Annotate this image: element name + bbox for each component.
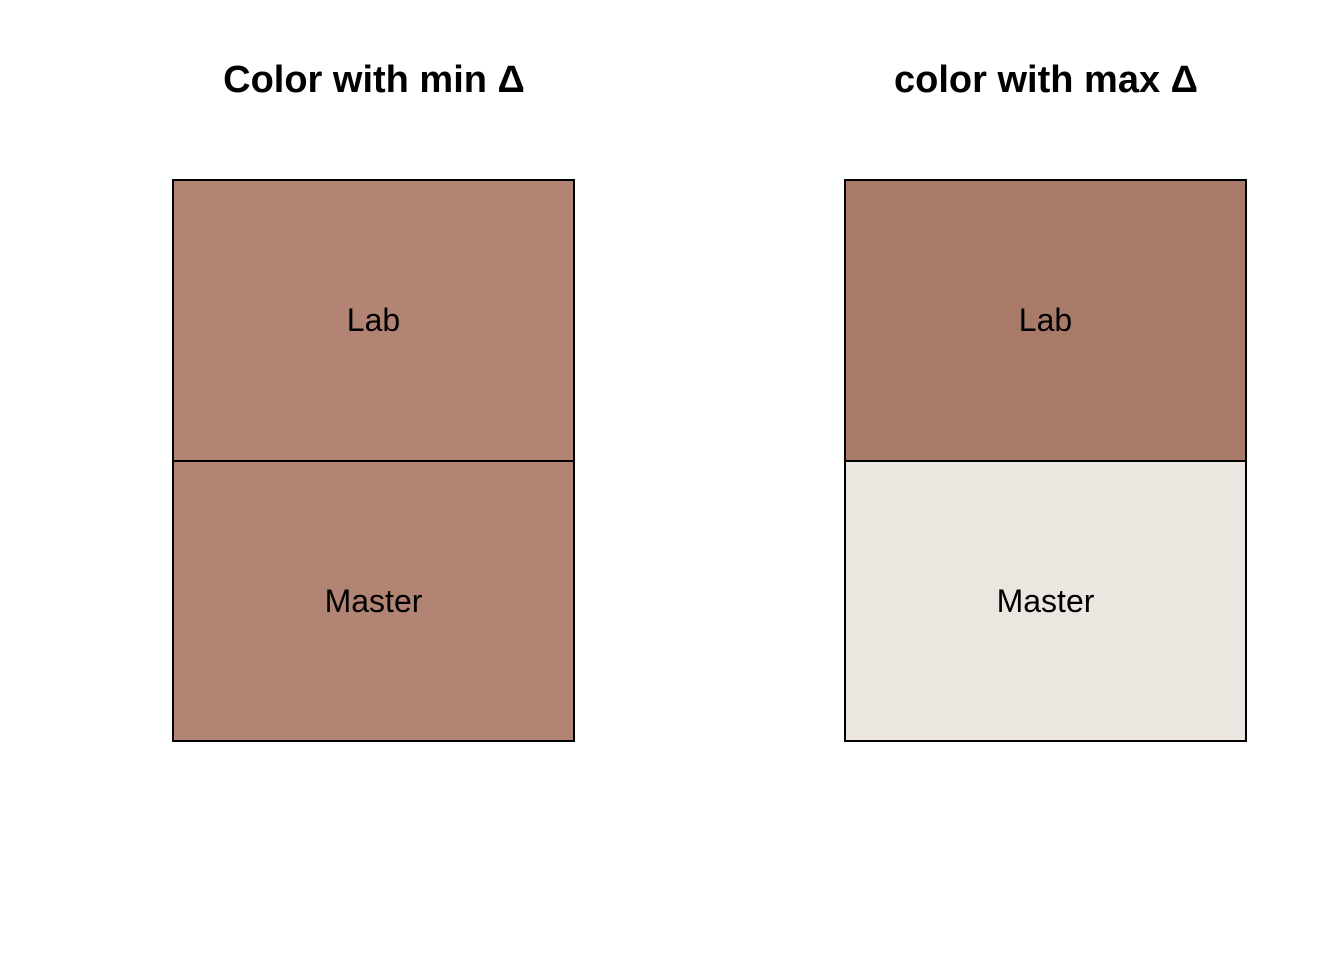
panel-title-min-delta: Color with min Δ — [223, 59, 525, 101]
swatch-master-min-delta: Master — [174, 461, 573, 740]
swatch-label-lab: Lab — [1018, 302, 1073, 339]
swatch-stack-min-delta: Lab Master — [172, 179, 575, 742]
swatch-label-master: Master — [996, 582, 1095, 619]
panel-title-max-delta: color with max Δ — [894, 59, 1198, 101]
swatch-master-max-delta: Master — [846, 461, 1245, 740]
swatch-lab-min-delta: Lab — [174, 181, 573, 462]
swatch-stack-max-delta: Lab Master — [844, 179, 1247, 742]
swatch-label-master: Master — [324, 582, 423, 619]
swatch-lab-max-delta: Lab — [846, 181, 1245, 462]
swatch-label-lab: Lab — [346, 302, 401, 339]
